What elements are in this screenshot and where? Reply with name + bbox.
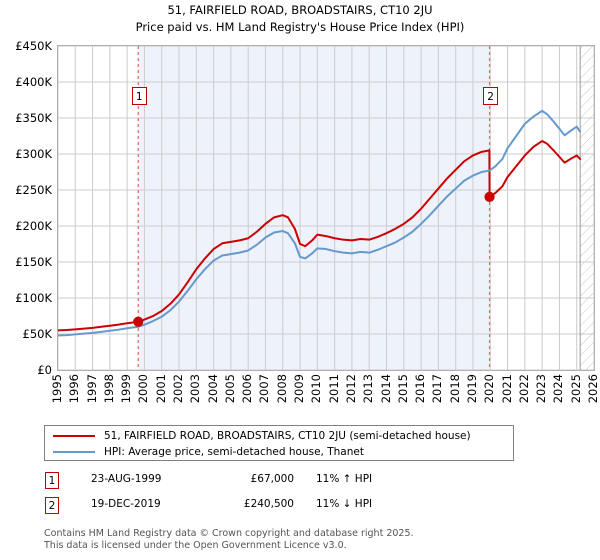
sale-price-1: £67,000: [250, 473, 294, 485]
table-row[interactable]: 2 19-DEC-2019 £240,500 11% ↓ HPI: [44, 497, 524, 519]
sale-hpi-delta-2: 11% ↓ HPI: [316, 498, 373, 510]
y-axis-tick-label: £150K: [15, 255, 52, 269]
attribution-footer: Contains HM Land Registry data © Crown c…: [44, 528, 584, 551]
y-axis-tick-label: £250K: [15, 183, 52, 197]
chart-gridlines: [58, 46, 594, 370]
sale-point-markers: [133, 191, 495, 327]
legend-item-price-paid: 51, FAIRFIELD ROAD, BROADSTAIRS, CT10 2J…: [53, 428, 471, 444]
footer-line-1: Contains HM Land Registry data © Crown c…: [44, 528, 414, 539]
sale-date-2: 19-DEC-2019: [91, 498, 161, 510]
x-axis-tick-label: 2020: [482, 374, 497, 404]
x-axis-tick-label: 2018: [447, 374, 462, 404]
y-axis-tick-label: £100K: [15, 291, 52, 305]
x-axis-tick-label: 1999: [119, 374, 134, 404]
plot-marker-1[interactable]: 1: [131, 87, 147, 105]
x-axis-tick-label: 2010: [309, 374, 324, 404]
x-axis-tick-label: 2004: [205, 374, 220, 404]
page-title: 51, FAIRFIELD ROAD, BROADSTAIRS, CT10 2J…: [167, 3, 433, 17]
legend-label-price-paid: 51, FAIRFIELD ROAD, BROADSTAIRS, CT10 2J…: [104, 430, 471, 442]
chart-legend: 51, FAIRFIELD ROAD, BROADSTAIRS, CT10 2J…: [44, 425, 514, 461]
legend-swatch-hpi: [53, 451, 95, 453]
x-axis-tick-label: 2016: [413, 374, 428, 404]
y-axis-labels: £0 £50K £100K £150K £200K £250K £300K £350K £400…: [0, 39, 53, 377]
x-axis-tick-label: 1995: [50, 374, 64, 404]
footer-line-2: This data is licensed under the Open Gov…: [44, 539, 347, 551]
x-axis-tick-label: 2002: [171, 374, 186, 404]
y-axis-tick-label: £450K: [15, 39, 52, 53]
sale-index-badge-1: 1: [45, 472, 59, 489]
x-axis-tick-label: 2023: [534, 374, 549, 404]
chart-title-block: 51, FAIRFIELD ROAD, BROADSTAIRS, CT10 2J…: [0, 2, 600, 36]
x-axis-tick-label: 2000: [136, 374, 151, 404]
x-axis-tick-label: 2005: [222, 374, 237, 404]
x-axis-tick-label: 1998: [101, 374, 116, 404]
x-axis-tick-label: 2019: [464, 374, 479, 404]
page-subtitle: Price paid vs. HM Land Registry's House …: [135, 20, 465, 34]
chart-plot-area[interactable]: 1 2: [57, 45, 595, 371]
chart-series-lines: [58, 109, 582, 337]
x-axis-tick-label: 2017: [430, 374, 445, 404]
x-axis-tick-label: 2003: [188, 374, 203, 404]
x-axis-tick-label: 1996: [67, 374, 82, 404]
x-axis-labels: 1995 1996 1997 1998 1999 2000 2001 2002 2003 2004…: [0, 374, 600, 414]
no-data-hatch-region: [579, 46, 594, 370]
x-axis-tick-label: 2012: [343, 374, 358, 404]
y-axis-tick-label: £200K: [15, 219, 52, 233]
chart-svg: [58, 46, 594, 370]
x-axis-tick-label: 2006: [240, 374, 255, 404]
y-axis-tick-label: £0: [37, 363, 52, 377]
y-axis-tick-label: £400K: [15, 75, 52, 89]
x-axis-tick-label: 2009: [292, 374, 307, 404]
x-axis-tick-label: 2011: [326, 374, 341, 404]
legend-swatch-price-paid: [53, 435, 95, 437]
sale-price-2: £240,500: [243, 498, 294, 510]
x-axis-tick-label: 2021: [499, 374, 514, 404]
x-axis-tick-label: 2025: [568, 374, 583, 404]
x-axis-tick-label: 2007: [257, 374, 272, 404]
y-axis-tick-label: £300K: [15, 147, 52, 161]
plot-marker-2[interactable]: 2: [483, 87, 499, 105]
x-axis-tick-label: 2001: [153, 374, 168, 404]
table-row[interactable]: 1 23-AUG-1999 £67,000 11% ↑ HPI: [44, 472, 524, 494]
x-axis-tick-label: 2013: [361, 374, 376, 404]
x-axis-tick-label: 2014: [378, 374, 393, 404]
x-axis-tick-label: 2022: [516, 374, 531, 404]
sale-date-1: 23-AUG-1999: [91, 473, 162, 485]
x-axis-tick-label: 2008: [274, 374, 289, 404]
x-axis-tick-label: 2026: [586, 374, 600, 404]
x-axis-tick-label: 1997: [84, 374, 99, 404]
y-axis-tick-label: £350K: [15, 111, 52, 125]
legend-label-hpi: HPI: Average price, semi-detached house,…: [104, 446, 364, 458]
x-axis-tick-label: 2024: [551, 374, 566, 404]
x-axis-tick-label: 2015: [395, 374, 410, 404]
y-axis-tick-label: £50K: [22, 327, 53, 341]
legend-item-hpi: HPI: Average price, semi-detached house,…: [53, 444, 364, 460]
sale-index-badge-2: 2: [45, 497, 59, 514]
sale-hpi-delta-1: 11% ↑ HPI: [316, 473, 373, 485]
